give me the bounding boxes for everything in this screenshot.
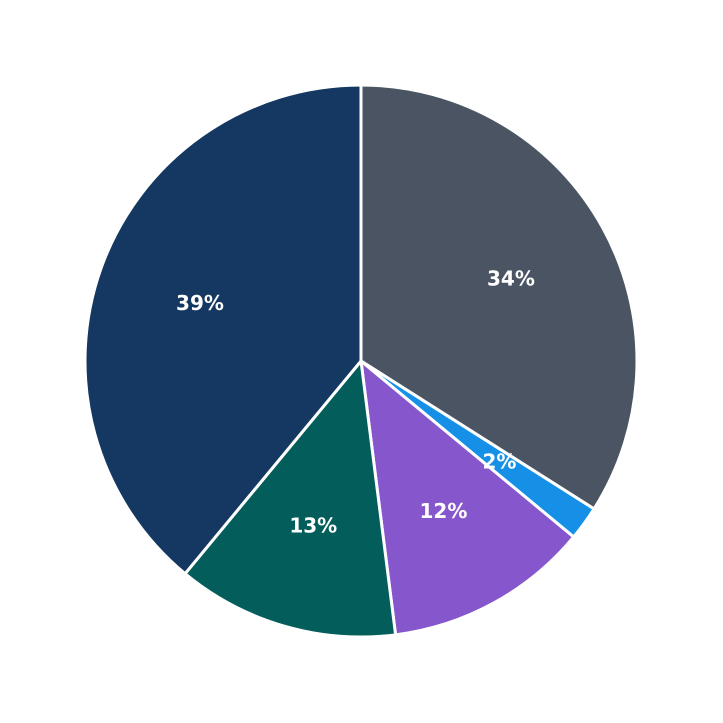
- slice-percent-label: 12%: [420, 499, 468, 523]
- slice-percent-label: 39%: [176, 291, 224, 315]
- pie-slice: [83, 83, 363, 576]
- slice-percent-label: 2%: [482, 450, 516, 474]
- slice-percent-label: 13%: [289, 513, 337, 537]
- pie-slice: [359, 359, 576, 637]
- pie-slice: [359, 83, 639, 511]
- slice-percent-label: 34%: [487, 267, 535, 291]
- pie-slice: [183, 359, 398, 639]
- pie-slices: [83, 83, 639, 639]
- pie-labels: 34% 2% 12% 13% 39%: [176, 267, 535, 538]
